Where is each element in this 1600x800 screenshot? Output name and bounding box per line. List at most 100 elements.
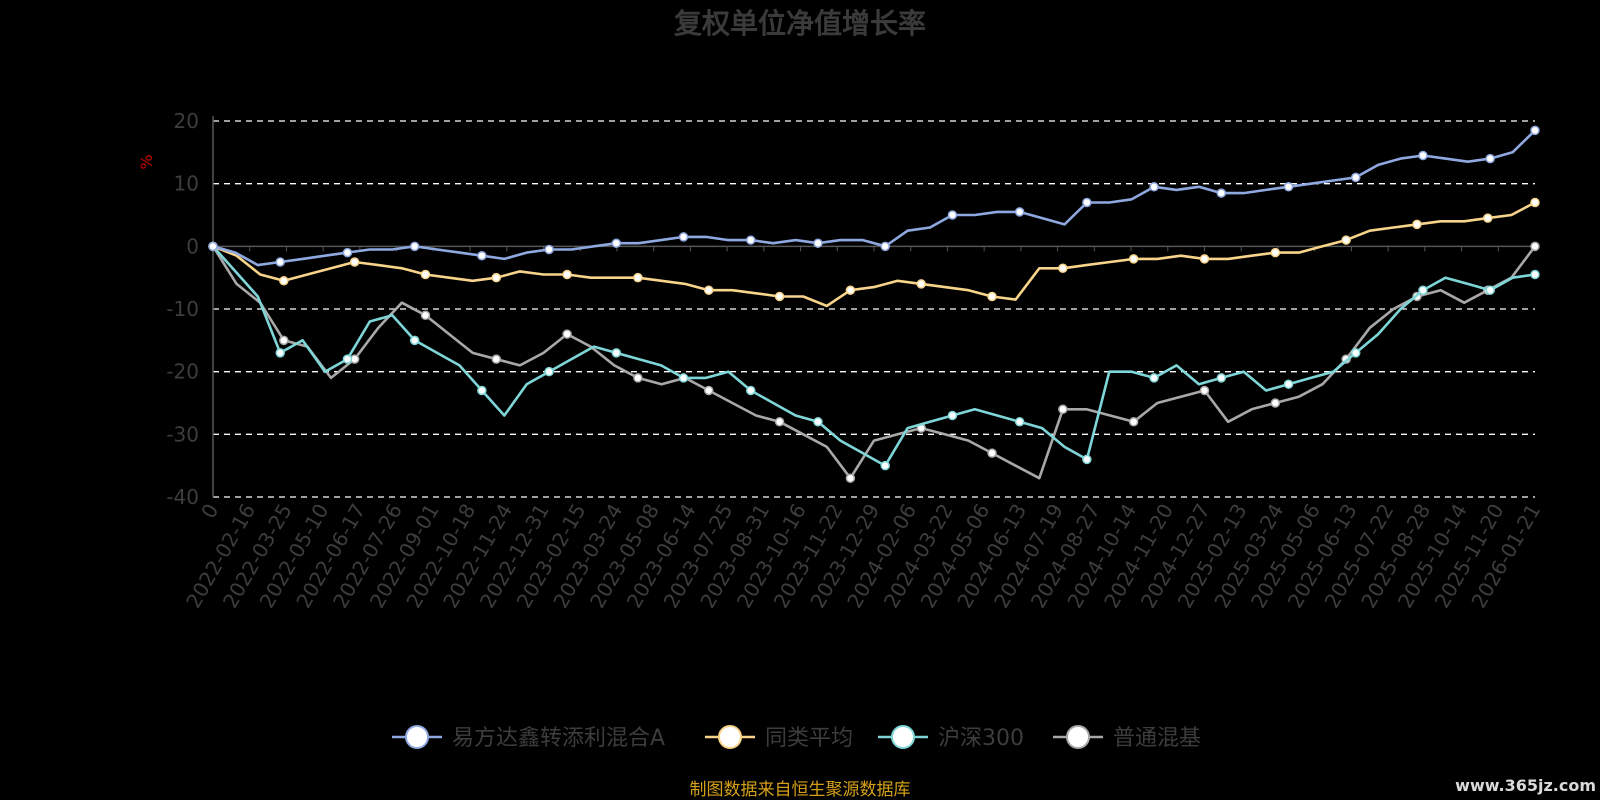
data-point	[1270, 398, 1281, 408]
data-point	[1530, 197, 1540, 208]
data-point	[880, 241, 890, 252]
data-point	[349, 257, 360, 267]
data-point	[1058, 263, 1068, 274]
x-tick-label: 0	[196, 500, 223, 523]
data-point	[562, 269, 572, 280]
data-point	[1485, 153, 1495, 164]
data-point	[1128, 417, 1139, 427]
data-point	[1341, 235, 1351, 245]
data-point	[1350, 348, 1361, 358]
data-point	[420, 269, 431, 280]
data-point	[678, 232, 689, 242]
y-tick-label: -40	[166, 485, 199, 509]
data-point	[1283, 182, 1294, 192]
data-point	[1530, 241, 1540, 252]
data-point	[633, 272, 643, 283]
data-point	[704, 385, 714, 396]
data-point	[1199, 254, 1210, 264]
data-point	[477, 250, 487, 261]
legend-label: 沪深300	[938, 726, 1024, 751]
y-tick-label: 20	[174, 109, 199, 133]
data-point	[704, 285, 714, 295]
data-point	[1216, 188, 1227, 198]
data-point	[947, 210, 958, 220]
data-point	[813, 417, 823, 427]
axes	[212, 116, 1536, 497]
data-point	[562, 329, 572, 339]
data-point	[279, 335, 289, 346]
series-3	[208, 241, 1540, 483]
legend: 易方达鑫转添利混合A 同类平均 沪深300 普通混基	[392, 725, 1201, 751]
data-point	[409, 335, 420, 346]
data-point	[544, 366, 554, 377]
data-point	[845, 285, 856, 295]
data-point	[491, 354, 502, 364]
legend-marker	[718, 725, 742, 749]
legend-item[interactable]: 易方达鑫转添利混合A	[392, 725, 665, 751]
data-point	[1014, 417, 1025, 427]
series-line	[212, 201, 1536, 308]
data-point	[1350, 172, 1361, 183]
data-point	[611, 238, 622, 248]
data-point	[1418, 285, 1428, 295]
series-line	[212, 129, 1536, 267]
y-tick-labels: -40 -30 -20 -10 0 10 20	[166, 109, 199, 509]
data-point	[611, 348, 622, 358]
data-point	[1483, 213, 1493, 223]
data-point	[1530, 269, 1540, 280]
data-point	[633, 373, 643, 383]
data-point	[880, 460, 890, 471]
legend-marker	[891, 725, 915, 749]
data-point	[746, 235, 756, 245]
data-point	[987, 448, 997, 458]
legend-label: 同类平均	[765, 726, 853, 751]
legend-marker	[405, 725, 429, 749]
data-point	[342, 354, 353, 364]
data-point	[1128, 254, 1139, 264]
y-tick-label: 0	[186, 234, 199, 258]
series-2	[208, 241, 1540, 471]
y-tick-label: -10	[166, 297, 199, 321]
data-point	[1149, 182, 1159, 192]
data-point	[1485, 285, 1495, 295]
data-point	[746, 385, 756, 396]
series-line	[212, 245, 1536, 468]
data-point	[678, 373, 689, 383]
y-tick-label: 10	[174, 172, 199, 196]
legend-item[interactable]: 沪深300	[878, 725, 1024, 751]
data-point	[1082, 197, 1092, 208]
data-point	[544, 244, 554, 255]
y-tick-label: -30	[166, 422, 199, 446]
data-point	[1530, 125, 1540, 136]
data-point	[208, 241, 218, 252]
data-point	[1270, 247, 1281, 258]
data-point	[1199, 385, 1210, 396]
legend-item[interactable]: 普通混基	[1053, 725, 1201, 751]
source-note: 制图数据来自恒生聚源数据库	[690, 780, 911, 800]
x-tick-labels: 02022-02-162022-03-252022-05-102022-06-1…	[181, 499, 1545, 612]
data-point	[1283, 379, 1294, 389]
data-point	[987, 291, 997, 302]
data-point	[845, 473, 856, 483]
data-point	[275, 257, 285, 267]
data-point	[275, 348, 285, 358]
data-point	[813, 238, 823, 248]
data-point	[1418, 150, 1428, 161]
data-point	[1082, 454, 1092, 465]
legend-item[interactable]: 同类平均	[705, 725, 853, 751]
y-axis-unit: %	[137, 154, 156, 169]
legend-label: 普通混基	[1113, 726, 1201, 751]
chart-title: 复权单位净值增长率	[674, 7, 926, 40]
data-point	[420, 310, 431, 321]
data-point	[477, 385, 487, 396]
series-line	[211, 245, 1537, 480]
series-lines	[208, 125, 1540, 483]
data-point	[774, 291, 785, 302]
data-point	[947, 410, 958, 421]
grid-lines	[213, 120, 1535, 498]
data-point	[1014, 207, 1025, 217]
data-point	[1058, 404, 1068, 415]
data-point	[279, 276, 289, 286]
legend-label: 易方达鑫转添利混合A	[452, 726, 665, 751]
